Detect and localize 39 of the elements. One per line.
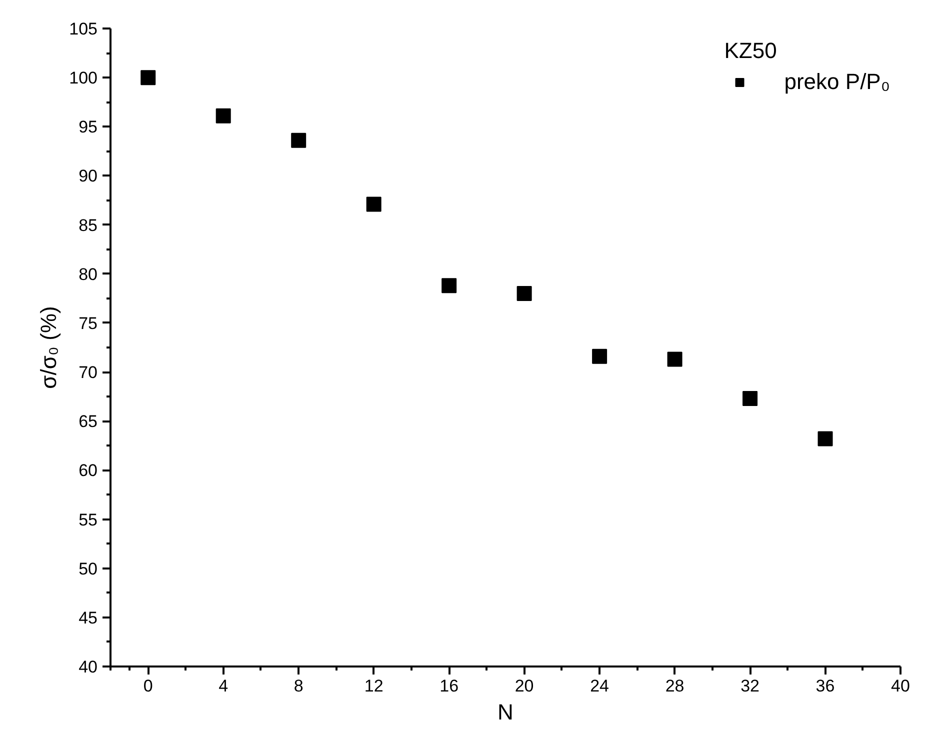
x-axis-title: N [498, 700, 514, 724]
y-tick-label: 70 [78, 363, 98, 382]
legend-label: preko P/P₀ [784, 69, 890, 95]
x-tick-label: 12 [364, 676, 384, 696]
x-tick-label: 16 [440, 676, 459, 696]
point [442, 278, 457, 294]
y-tick-label: 60 [78, 461, 98, 480]
y-tick-label: 50 [78, 559, 98, 578]
point [366, 196, 382, 212]
y-tick-label: 80 [78, 264, 98, 284]
x-tick-label: 4 [218, 676, 228, 696]
y-tick-label: 75 [78, 314, 98, 333]
y-tick-label: 55 [78, 510, 98, 530]
y-tick-label: 85 [78, 216, 98, 235]
y-tick-label: 65 [78, 412, 98, 432]
x-tick-label: 0 [143, 676, 153, 696]
y-tick-label: 100 [69, 68, 98, 88]
x-tick-label: 24 [590, 676, 610, 696]
x-tick-label: 8 [294, 676, 304, 696]
x-tick-label: 28 [665, 676, 684, 696]
point [592, 348, 608, 364]
point [291, 132, 306, 148]
y-tick-label: 45 [78, 608, 98, 628]
y-tick-label: 40 [78, 658, 98, 676]
y-tick-label: 95 [78, 118, 98, 137]
point [140, 70, 156, 86]
x-tick-label: 32 [740, 676, 760, 696]
x-tick-label: 20 [514, 676, 534, 696]
point [216, 108, 231, 124]
point [818, 431, 833, 446]
y-axis-title: σ/σ₀ (%) [36, 306, 62, 389]
point [742, 391, 758, 406]
x-tick-label: 40 [891, 676, 910, 696]
point [516, 286, 532, 302]
y-tick-label: 90 [78, 166, 98, 186]
x-tick-label: 36 [816, 676, 835, 696]
y-tick-label: 105 [69, 20, 98, 38]
legend-title: KZ50 [724, 38, 778, 64]
point [667, 352, 682, 367]
